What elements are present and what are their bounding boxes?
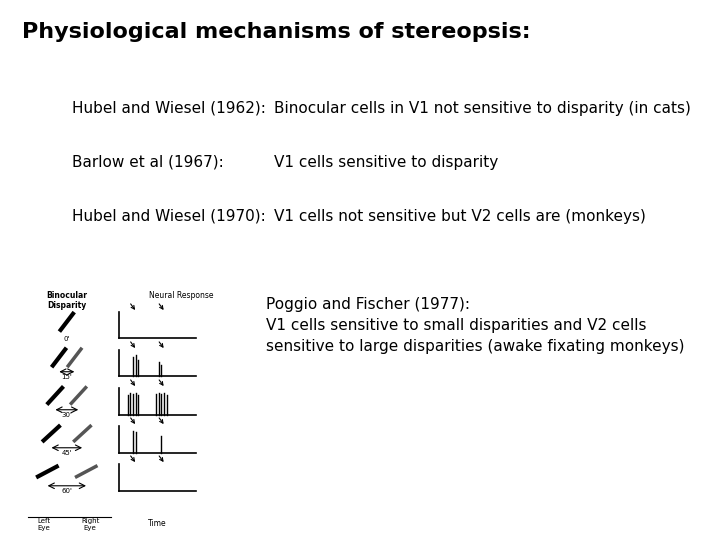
Text: Binocular cells in V1 not sensitive to disparity (in cats): Binocular cells in V1 not sensitive to d…: [274, 100, 690, 116]
Text: 30': 30': [61, 412, 72, 418]
Text: 60': 60': [61, 488, 72, 494]
Text: 15': 15': [61, 374, 72, 380]
Text: Time: Time: [148, 519, 167, 528]
Text: Binocular
Disparity: Binocular Disparity: [46, 291, 87, 310]
Text: Neural Response: Neural Response: [148, 291, 213, 300]
Text: V1 cells not sensitive but V2 cells are (monkeys): V1 cells not sensitive but V2 cells are …: [274, 208, 645, 224]
Text: Left
Eye: Left Eye: [37, 518, 50, 531]
Text: Barlow et al (1967):: Barlow et al (1967):: [72, 154, 224, 170]
Text: Hubel and Wiesel (1970):: Hubel and Wiesel (1970):: [72, 208, 266, 224]
Text: V1 cells sensitive to disparity: V1 cells sensitive to disparity: [274, 154, 498, 170]
Text: Right
Eye: Right Eye: [81, 518, 99, 531]
Text: 0': 0': [63, 336, 70, 342]
Text: 45': 45': [61, 450, 72, 456]
Text: Physiological mechanisms of stereopsis:: Physiological mechanisms of stereopsis:: [22, 22, 530, 42]
Text: Hubel and Wiesel (1962):: Hubel and Wiesel (1962):: [72, 100, 266, 116]
Text: Poggio and Fischer (1977):
V1 cells sensitive to small disparities and V2 cells
: Poggio and Fischer (1977): V1 cells sens…: [266, 297, 685, 354]
